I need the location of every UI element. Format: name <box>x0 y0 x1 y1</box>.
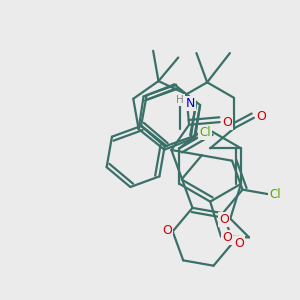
Text: N: N <box>186 97 195 110</box>
Text: O: O <box>234 237 244 250</box>
Text: Cl: Cl <box>199 126 211 139</box>
Text: O: O <box>256 110 266 123</box>
Text: O: O <box>222 231 232 244</box>
Text: O: O <box>220 214 230 226</box>
Text: Cl: Cl <box>269 188 281 201</box>
Text: H: H <box>176 95 184 105</box>
Text: O: O <box>162 224 172 237</box>
Text: O: O <box>222 116 232 129</box>
